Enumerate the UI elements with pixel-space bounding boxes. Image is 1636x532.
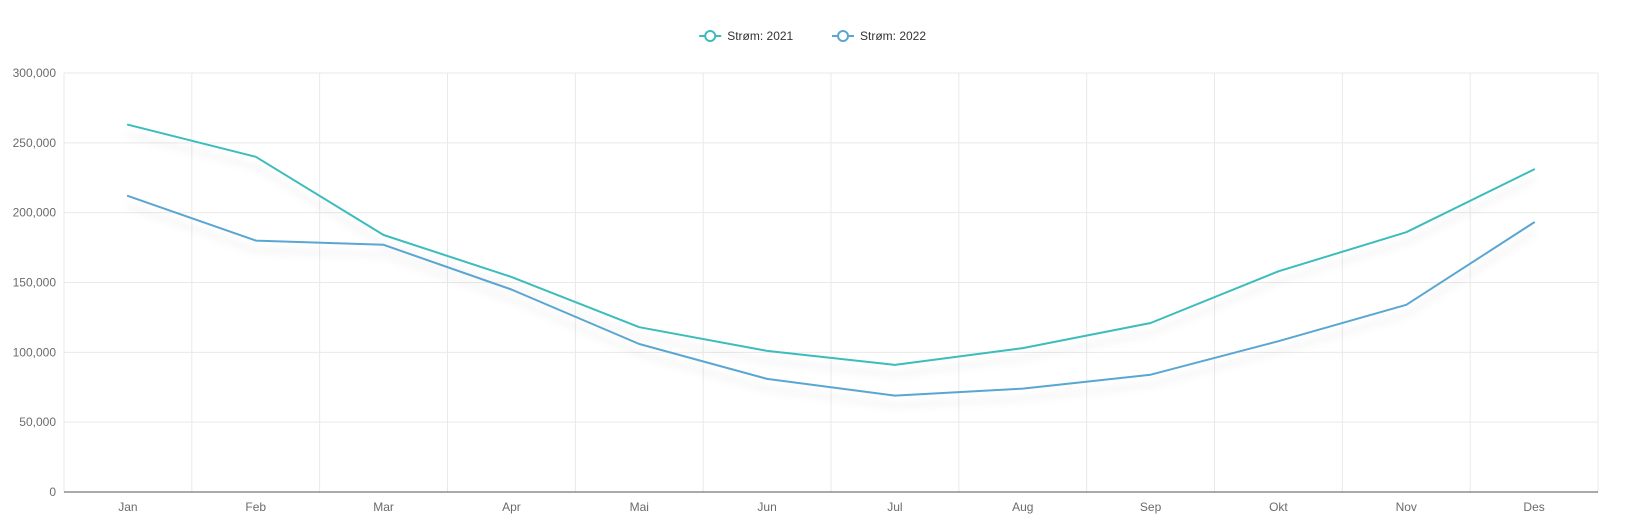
x-tick-label: Feb [245,500,266,514]
legend-item-1[interactable]: Strøm: 2021 [699,29,794,43]
legend-circle-icon [704,30,717,42]
y-tick-label: 150,000 [13,276,57,290]
series-line-1 [126,123,1536,366]
x-tick-label: Mar [373,500,394,514]
x-tick-label: Aug [1012,500,1033,514]
legend-circle-icon [837,30,849,42]
legend-label: Strøm: 2021 [727,29,793,43]
x-tick-label: Jul [887,500,902,514]
x-tick-label: Des [1523,500,1544,514]
y-tick-label: 300,000 [13,66,57,80]
series-line-2 [126,194,1536,397]
y-tick-label: 0 [49,485,56,499]
legend: Strøm: 2021 Strøm: 2022 [699,29,926,43]
x-tick-label: Apr [502,500,521,514]
y-tick-label: 50,000 [19,415,56,429]
x-tick-label: Mai [630,500,649,514]
legend-item-2[interactable]: Strøm: 2022 [832,29,926,43]
y-tick-label: 250,000 [13,136,57,150]
grid [63,72,1599,492]
axes: 0 50,000 100,000 150,000 200,000 250,000 300,0… [13,66,1598,514]
series-group [126,123,1536,397]
x-tick-label: Sep [1140,500,1162,514]
x-tick-label: Jun [757,500,776,514]
y-tick-label: 100,000 [13,345,57,359]
x-tick-label: Nov [1396,500,1417,514]
y-tick-label: 200,000 [13,206,57,220]
legend-label: Strøm: 2022 [860,29,926,43]
x-tick-label: Okt [1269,500,1288,514]
x-tick-label: Jan [118,500,137,514]
